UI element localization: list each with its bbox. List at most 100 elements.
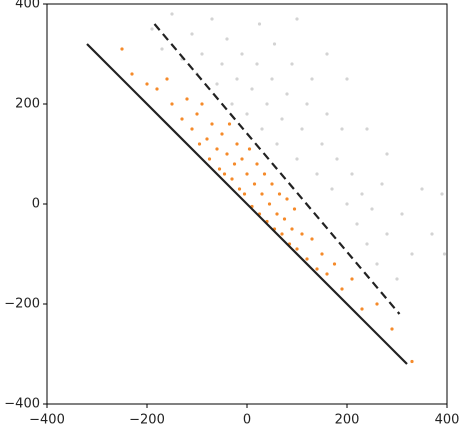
point (360, 307, 364, 311)
point (200, 102, 204, 106)
x-tick-label: −400 (29, 413, 65, 428)
x-tick-label: 0 (243, 413, 251, 428)
point (260, 192, 264, 196)
point (442, 252, 447, 256)
point (265, 102, 269, 106)
point (300, 127, 304, 131)
point (235, 77, 239, 81)
point (275, 212, 279, 216)
point (230, 177, 234, 181)
point (215, 147, 219, 151)
point (320, 142, 324, 146)
point (332, 262, 337, 266)
y-tick-label: 400 (15, 0, 40, 12)
point (180, 117, 184, 121)
point (207, 157, 212, 161)
point (272, 42, 277, 46)
point (160, 47, 164, 51)
point (210, 17, 214, 21)
point (420, 187, 424, 191)
point (245, 112, 249, 116)
point (170, 12, 174, 16)
point (275, 142, 279, 146)
y-tick-label: 0 (32, 197, 40, 212)
point (295, 17, 299, 21)
point (270, 182, 274, 186)
point (227, 122, 232, 126)
point (365, 127, 369, 131)
point (305, 102, 309, 106)
point (340, 287, 344, 291)
point (410, 252, 414, 256)
point (190, 127, 194, 131)
point (390, 327, 394, 331)
point (365, 242, 369, 246)
point (295, 247, 299, 251)
point (205, 137, 209, 141)
point (315, 172, 319, 176)
point (220, 62, 224, 66)
point (210, 122, 214, 126)
point (130, 72, 134, 76)
point (197, 142, 202, 146)
point (222, 172, 227, 176)
point (277, 192, 282, 196)
point (280, 232, 284, 236)
point (255, 62, 259, 66)
point (325, 112, 329, 116)
point (240, 52, 244, 56)
point (267, 202, 272, 206)
point (310, 237, 314, 241)
y-tick-label: 200 (15, 97, 40, 112)
point (150, 27, 154, 31)
point (340, 127, 344, 131)
point (155, 87, 159, 91)
point (247, 147, 252, 151)
point (255, 162, 259, 166)
point (285, 92, 289, 96)
point (260, 127, 264, 131)
point (230, 102, 234, 106)
y-tick-label: −200 (4, 297, 40, 312)
line (86, 43, 408, 365)
point (235, 142, 239, 146)
point (195, 112, 199, 116)
point (355, 222, 359, 226)
point (190, 32, 194, 36)
point (232, 162, 237, 166)
point (170, 102, 174, 106)
point (300, 232, 304, 236)
point (285, 197, 289, 201)
point (395, 277, 399, 281)
point (375, 262, 379, 266)
y-tick-label: −400 (4, 397, 40, 412)
point (200, 52, 204, 56)
point (165, 77, 169, 81)
point (257, 22, 262, 26)
point (370, 207, 374, 211)
point (325, 52, 329, 56)
point (292, 207, 297, 211)
x-tick-label: −200 (129, 413, 165, 428)
point (145, 82, 149, 86)
point (360, 192, 364, 196)
point (410, 359, 414, 364)
point (225, 37, 229, 41)
point (375, 302, 379, 306)
point (350, 277, 354, 281)
point (217, 167, 222, 171)
x-tick-label: 200 (335, 413, 360, 428)
point (185, 97, 189, 101)
point (310, 77, 314, 81)
point (380, 182, 384, 186)
point (215, 82, 219, 86)
point (240, 157, 244, 161)
point (345, 202, 349, 206)
point (335, 157, 339, 161)
point (385, 152, 389, 156)
point (385, 232, 389, 236)
point (252, 182, 257, 186)
point (120, 47, 124, 51)
point (245, 172, 249, 176)
plot-area (86, 12, 447, 365)
